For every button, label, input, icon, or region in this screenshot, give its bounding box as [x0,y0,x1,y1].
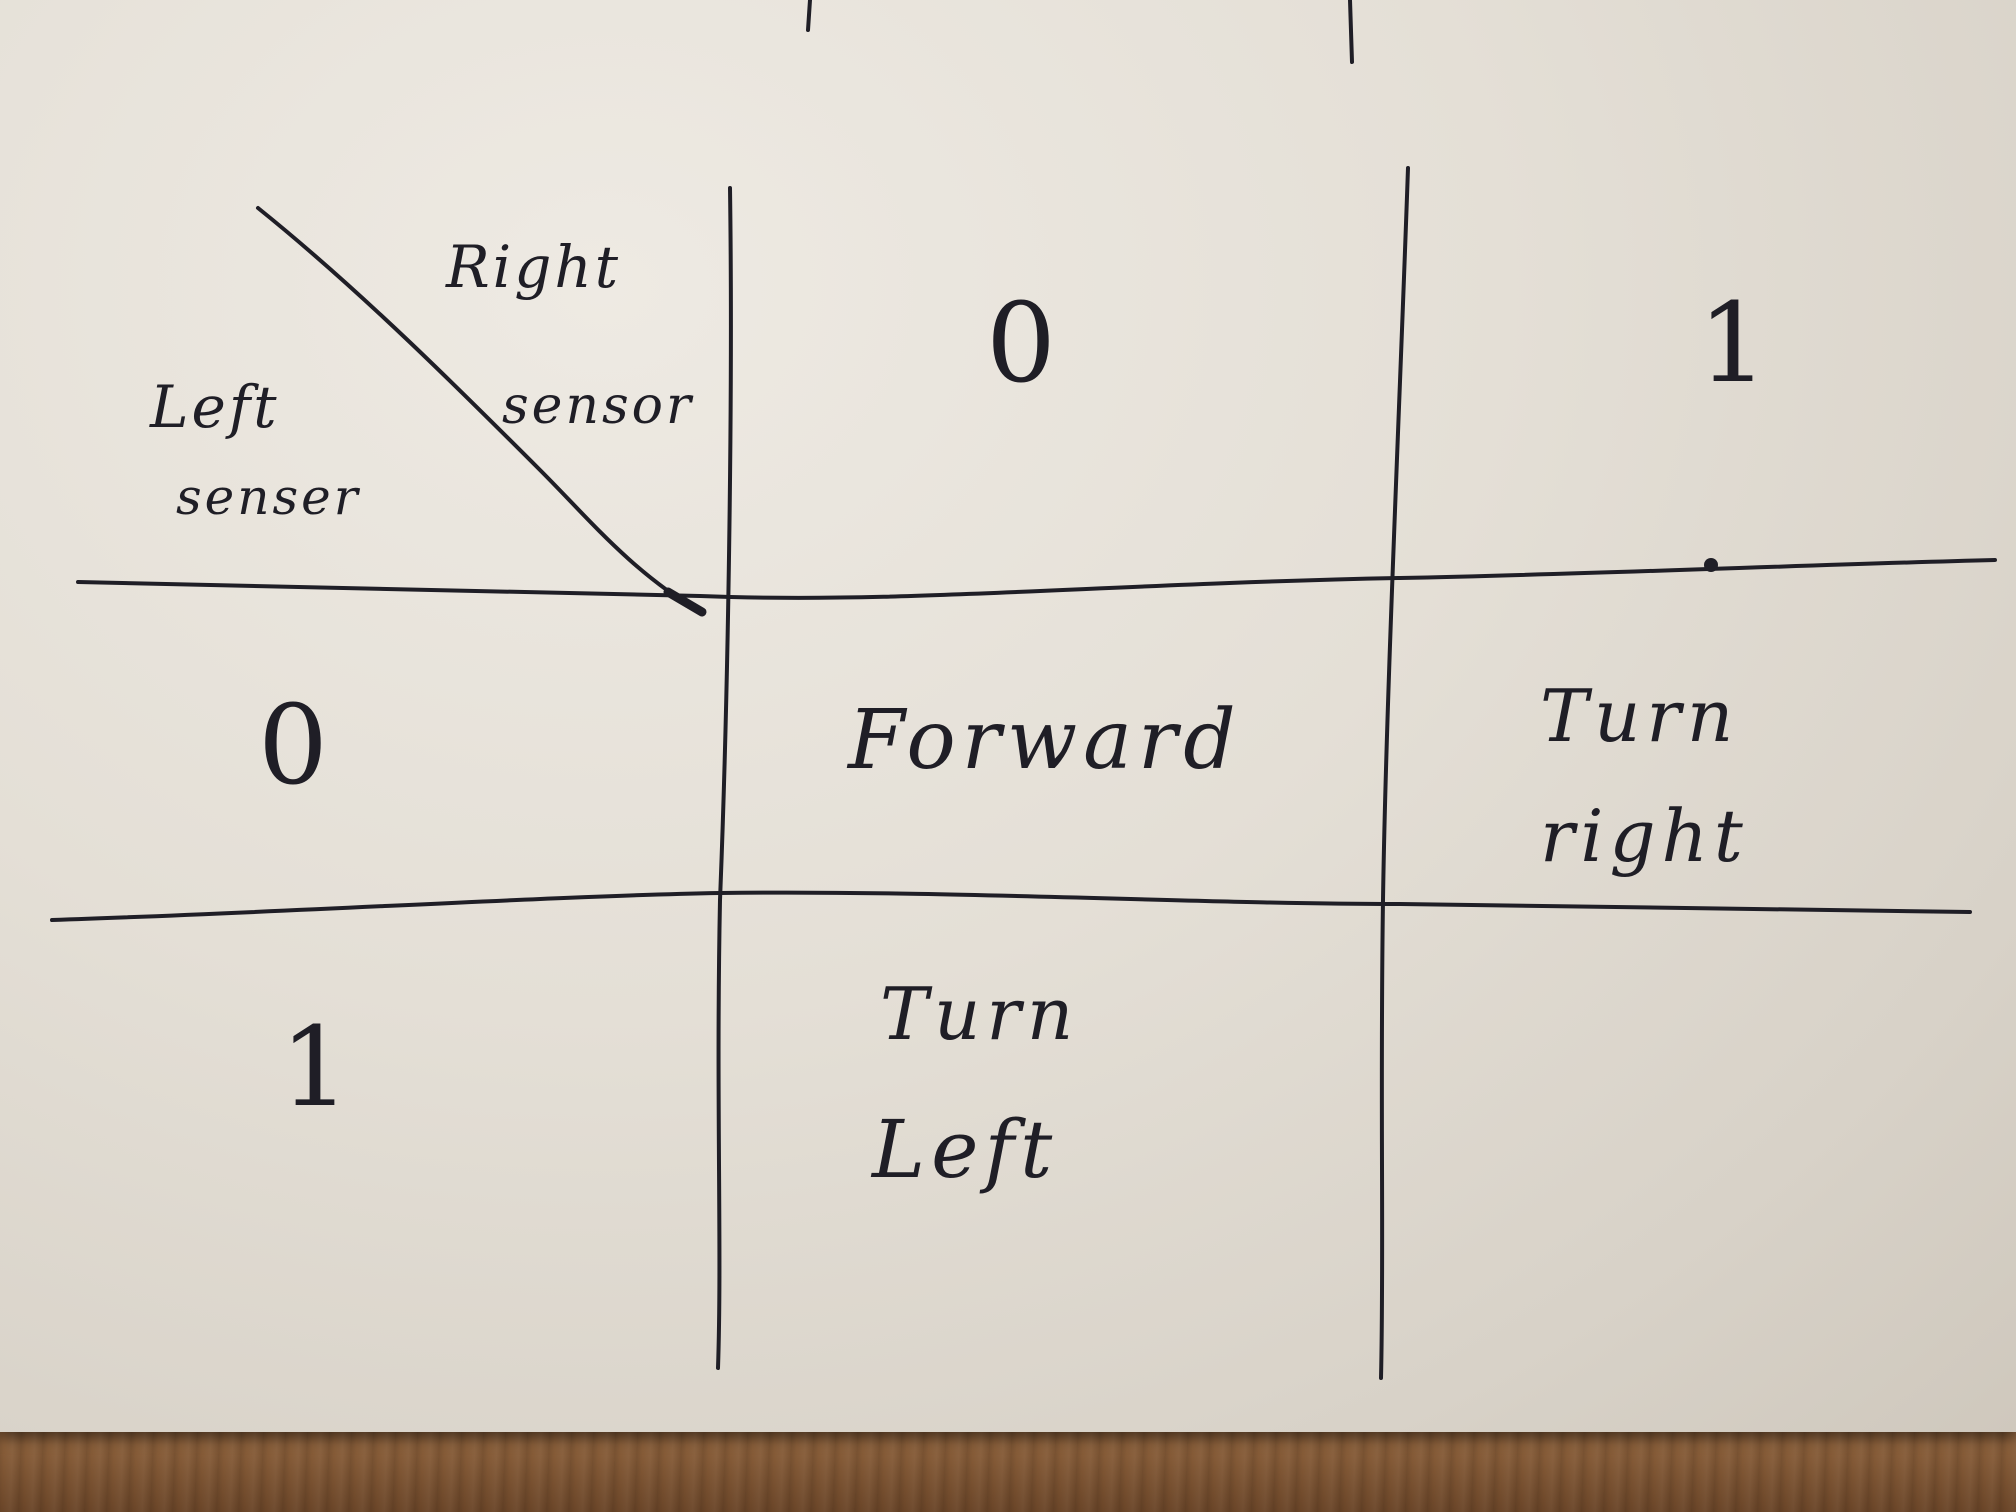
corner-label-left-senser: senser [176,468,361,526]
top-partial-line-left [806,0,812,32]
column-header-1: 1 [1698,279,1768,407]
grid-vertical-line-1 [716,186,733,1370]
row-header-0: 0 [258,681,328,809]
corner-label-left: Left [150,373,280,441]
grid-vertical-line-2 [1379,166,1410,1380]
corner-label-right: Right [446,233,622,301]
grid-horizontal-line-1 [76,558,1997,600]
cell-forward: Forward [848,693,1242,788]
cell-turn-left-line-2: Left [872,1103,1059,1196]
cell-turn-right-line-1: Turn [1540,674,1740,758]
cell-turn-right-line-2: right [1540,794,1749,878]
hand-drawn-grid [50,0,1997,1380]
diagonal-end-blot [663,587,707,617]
top-partial-line-right [1348,0,1354,64]
column-header-0: 0 [986,279,1056,407]
row-header-1: 1 [280,1003,350,1131]
cell-turn-left-line-1: Turn [880,972,1080,1056]
grid-horizontal-line-2 [50,890,1972,922]
diagonal-header-divider [256,206,702,614]
corner-label-right-sensor: sensor [502,376,694,436]
paper-sheet: Right sensor Left senser 0 1 0 1 Forward… [0,0,2016,1432]
ink-dot [1704,558,1718,572]
